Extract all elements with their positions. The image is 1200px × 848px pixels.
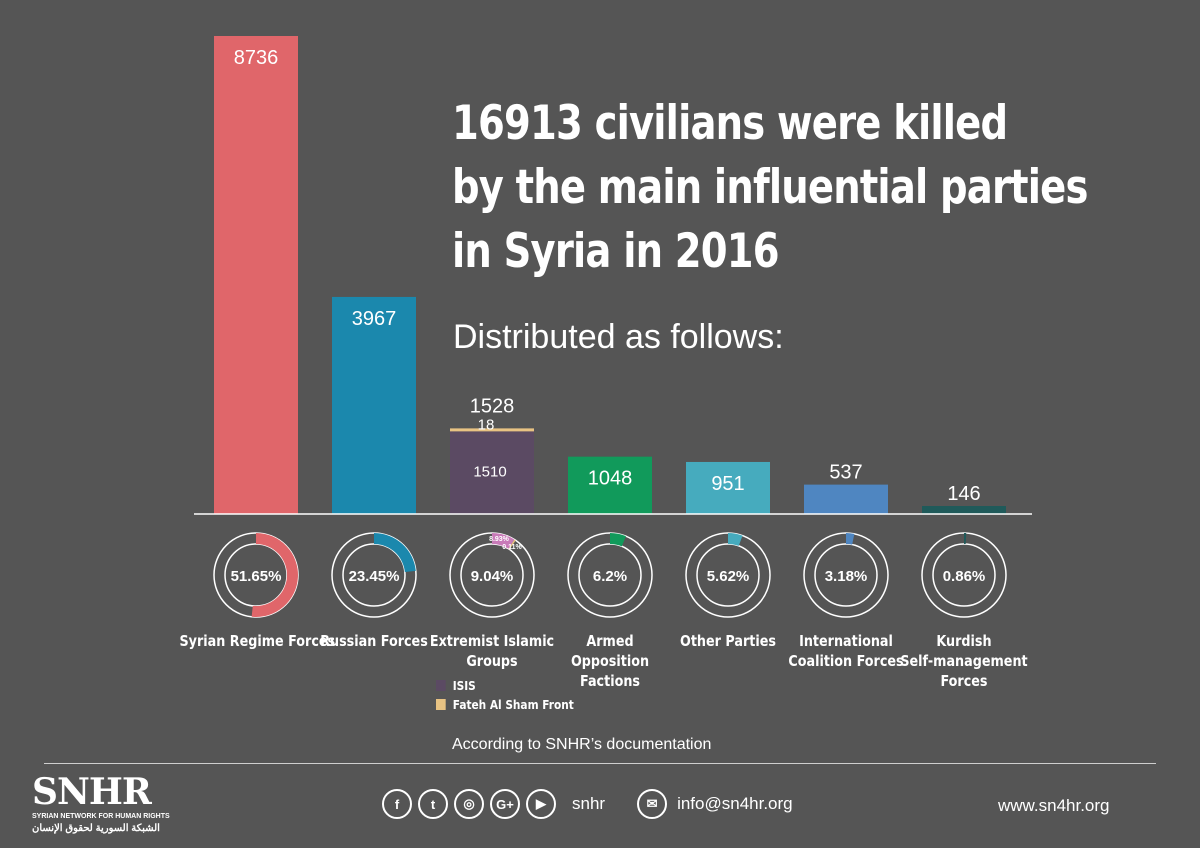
donut-percent-label: 5.62% bbox=[707, 568, 750, 585]
donut-segment bbox=[251, 533, 299, 617]
donut-percent-label: 51.65% bbox=[231, 568, 282, 585]
donut-percent-label: 0.86% bbox=[943, 568, 986, 585]
title-line: 16913 civilians were killed bbox=[452, 96, 1008, 151]
bar bbox=[214, 36, 298, 514]
bar bbox=[922, 506, 1006, 514]
donut-segment bbox=[610, 533, 626, 547]
category-label: Other Parties bbox=[680, 632, 776, 650]
segment-value-label: 1510 bbox=[473, 463, 506, 480]
segment-percent-label: 0.11% bbox=[502, 544, 522, 551]
youtube-icon[interactable]: ▶ bbox=[526, 789, 556, 819]
legend-item: ISIS bbox=[436, 676, 574, 695]
bar bbox=[332, 296, 416, 514]
category-label: Armed Opposition Factions bbox=[570, 632, 650, 690]
donut-segment bbox=[728, 533, 743, 546]
donut-percent-label: 3.18% bbox=[825, 568, 868, 585]
bar-value-label: 8736 bbox=[234, 47, 279, 69]
bar-segment bbox=[450, 431, 534, 514]
category-label: Kurdish Self-management Forces bbox=[900, 632, 1028, 690]
segment-value-label: 18 bbox=[478, 416, 495, 433]
bar-value-label: 537 bbox=[829, 462, 862, 484]
logo-arabic: الشبكة السورية لحقوق الإنسان bbox=[32, 823, 160, 834]
legend-label: ISIS bbox=[452, 678, 476, 693]
source-note: According to SNHR’s documentation bbox=[452, 736, 712, 753]
bar-value-label: 3967 bbox=[352, 308, 397, 330]
twitter-icon[interactable]: t bbox=[418, 789, 448, 819]
category-label: Russian Forces bbox=[320, 632, 428, 650]
donut-segment bbox=[508, 539, 516, 550]
legend: ISIS Fateh Al Sham Front bbox=[436, 676, 593, 714]
google-plus-icon[interactable]: G+ bbox=[490, 789, 520, 819]
bar-value-label: 1528 bbox=[470, 395, 515, 417]
donut-segment bbox=[374, 533, 416, 572]
category-label: Syrian Regime Forces bbox=[179, 632, 336, 650]
email-icon[interactable]: ✉ bbox=[637, 789, 668, 819]
chart-subtitle: Distributed as follows: bbox=[453, 318, 784, 356]
snhr-logo: SNHR SYRIAN NETWORK FOR HUMAN RIGHTS الش… bbox=[32, 772, 172, 836]
legend-swatch-isis bbox=[436, 680, 446, 691]
donut-segment bbox=[846, 533, 855, 545]
bar bbox=[568, 456, 652, 514]
bar bbox=[804, 484, 888, 514]
website-link[interactable]: www.sn4hr.org bbox=[998, 796, 1110, 815]
legend-label: Fateh Al Sham Front bbox=[452, 697, 574, 712]
donut-percent-label: 9.04% bbox=[471, 568, 514, 585]
social-bar: f t ◎ G+ ▶ snhr ✉ info@sn4hr.org bbox=[382, 789, 793, 819]
donut-segment bbox=[492, 533, 515, 549]
segment-percent-label: 8.93% bbox=[489, 536, 510, 543]
bar-value-label: 146 bbox=[947, 483, 980, 505]
category-label: International Coalition Forces bbox=[788, 632, 904, 670]
logo-subtitle: SYRIAN NETWORK FOR HUMAN RIGHTS bbox=[32, 813, 170, 820]
title-line: in Syria in 2016 bbox=[452, 224, 780, 279]
footer-divider bbox=[44, 763, 1156, 764]
category-label: Extremist Islamic Groups bbox=[429, 632, 555, 670]
donut-percent-label: 6.2% bbox=[593, 568, 627, 585]
donut-segment bbox=[964, 533, 967, 545]
title-line: by the main influential parties bbox=[452, 160, 1088, 215]
social-handle[interactable]: snhr bbox=[572, 794, 606, 813]
facebook-icon[interactable]: f bbox=[382, 789, 412, 819]
chart-title: 16913 civilians were killed by the main … bbox=[452, 92, 1088, 284]
logo-wordmark: SNHR bbox=[32, 771, 152, 813]
bar-value-label: 1048 bbox=[588, 468, 633, 490]
legend-swatch-fateh bbox=[436, 699, 446, 710]
instagram-icon[interactable]: ◎ bbox=[454, 789, 484, 819]
legend-item: Fateh Al Sham Front bbox=[436, 695, 574, 714]
bar bbox=[686, 461, 770, 514]
bar-segment bbox=[450, 428, 534, 432]
donut-percent-label: 23.45% bbox=[349, 568, 400, 585]
email-link[interactable]: info@sn4hr.org bbox=[677, 794, 793, 813]
bar-value-label: 951 bbox=[711, 473, 744, 495]
